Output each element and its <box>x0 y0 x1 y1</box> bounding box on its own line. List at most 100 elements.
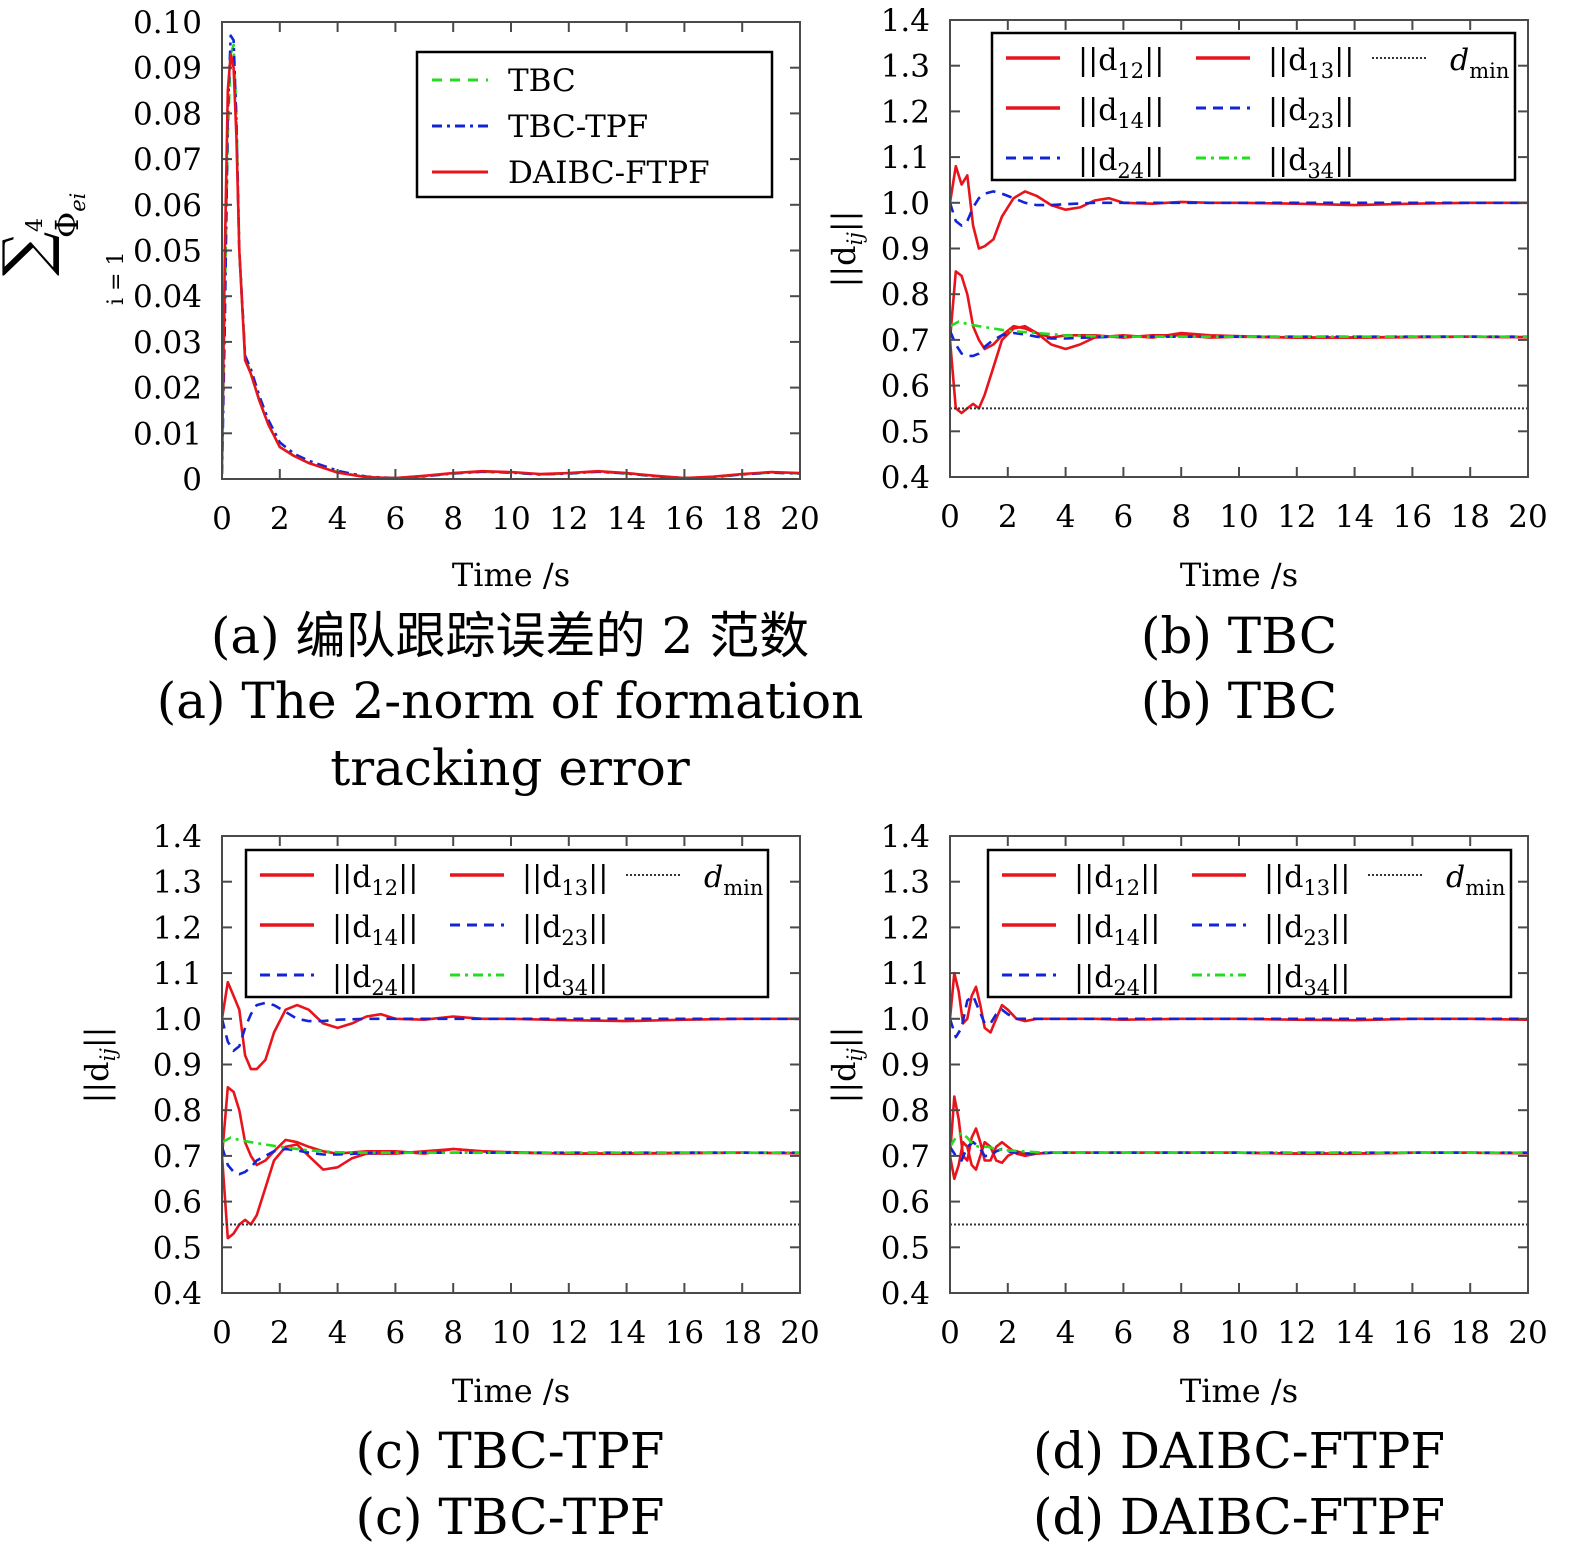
panel-a-caption-en-1: (a) The 2-norm of formation <box>157 672 864 730</box>
legend-label-sub-d-5: 24 <box>1113 976 1140 1000</box>
x-tick-label-a-2: 4 <box>328 501 348 537</box>
legend-label-post-b-4: || <box>1334 93 1354 128</box>
panel-a: 0 2 4 6 8 10 12 14 16 18 20 0 0.01 0.02 0.03 0.04 0.05 0.… <box>0 5 863 797</box>
legend-label-post-c-1: || <box>588 860 608 895</box>
y-tick-label-b-3: 0.7 <box>881 323 930 359</box>
y-tick-label-a-10: 0.10 <box>133 5 202 41</box>
panel-d-series <box>950 971 1528 1226</box>
panel-c-ticks: 0 2 4 6 8 10 12 14 16 18 200.40.50.60.70.80.91.01.… <box>153 819 820 1351</box>
legend-label-sub-c-0: 12 <box>371 876 398 900</box>
y-tick-label-c-4: 0.8 <box>153 1093 202 1129</box>
legend-label-sub-b-5: 24 <box>1117 159 1144 183</box>
legend-label-c-0: ||d12|| <box>332 860 418 900</box>
series-line-d-4 <box>950 1140 1528 1162</box>
legend-label-pre-c-3: ||d <box>332 910 371 945</box>
y-tick-label-d-9: 1.3 <box>881 865 930 901</box>
legend-label-d-2: dmin <box>1446 860 1505 900</box>
legend-label-post-d-5: || <box>1140 960 1160 995</box>
panel-d: 0 2 4 6 8 10 12 14 16 18 200.40.50.60.70.80.91.01.… <box>825 819 1548 1546</box>
legend-label-post-c-3: || <box>398 910 418 945</box>
y-tick-label-b-8: 1.2 <box>881 94 930 130</box>
legend-label-b-2: dmin <box>1450 43 1509 83</box>
x-tick-label-c-9: 18 <box>722 1315 761 1351</box>
panel-c-series <box>222 980 800 1240</box>
legend-label-d-6: ||d34|| <box>1264 960 1350 1000</box>
panel-a-legend-label-tbctpf: TBC-TPF <box>508 109 648 145</box>
x-tick-label-a-1: 2 <box>270 501 290 537</box>
panel-b-series <box>950 164 1528 415</box>
panel-a-ticks: 0 2 4 6 8 10 12 14 16 18 20 0 0.01 0.02 0.03 0.04 0.05 0.… <box>133 5 820 537</box>
legend-label-post-c-4: || <box>588 910 608 945</box>
x-tick-label-d-9: 18 <box>1450 1315 1489 1351</box>
legend-box-b <box>990 31 1517 182</box>
legend-label-post-d-3: || <box>1140 910 1160 945</box>
panel-a-ylabel-bottom: i = 1 <box>104 252 129 305</box>
panel-a-ylabel-phi: Φei <box>48 193 90 238</box>
y-tick-label-a-8: 0.08 <box>133 96 202 132</box>
x-tick-label-a-10: 20 <box>780 501 819 537</box>
y-tick-label-a-2: 0.02 <box>133 371 202 407</box>
x-tick-label-c-5: 10 <box>491 1315 530 1351</box>
y-tick-label-d-4: 0.8 <box>881 1093 930 1129</box>
y-tick-label-b-1: 0.5 <box>881 414 930 450</box>
x-tick-label-a-4: 8 <box>443 501 463 537</box>
panel-d-ticks: 0 2 4 6 8 10 12 14 16 18 200.40.50.60.70.80.91.01.… <box>881 819 1548 1351</box>
legend-label-c-5: ||d24|| <box>332 960 418 1000</box>
y-tick-label-d-10: 1.4 <box>881 819 930 855</box>
legend-label-sub-c-4: 23 <box>561 926 588 950</box>
x-tick-label-a-6: 12 <box>549 501 588 537</box>
panel-c-ylabel-end: || <box>78 1027 116 1049</box>
legend-label-sub-c-5: 24 <box>371 976 398 1000</box>
legend-label-pre-b-6: ||d <box>1268 143 1307 178</box>
x-tick-label-a-9: 18 <box>722 501 761 537</box>
y-tick-label-c-6: 1.0 <box>153 1002 202 1038</box>
x-tick-label-d-3: 6 <box>1114 1315 1134 1351</box>
x-tick-label-b-6: 12 <box>1277 499 1316 535</box>
series-line-b-2 <box>950 324 1528 415</box>
panel-d-legend: ||d12|| ||d13|| dmin||d14|| ||d23||||d24|| |… <box>986 848 1513 1000</box>
legend-label-c-2: dmin <box>704 860 763 900</box>
x-tick-label-c-3: 6 <box>386 1315 406 1351</box>
x-tick-label-c-8: 16 <box>665 1315 704 1351</box>
legend-label-pre-d-1: ||d <box>1264 860 1303 895</box>
y-tick-label-a-4: 0.04 <box>133 279 202 315</box>
panel-c: 0 2 4 6 8 10 12 14 16 18 200.40.50.60.70.80.91.01.… <box>78 819 820 1546</box>
y-tick-label-c-8: 1.2 <box>153 910 202 946</box>
panel-b-ylabel-pre: ||d <box>825 245 863 287</box>
x-tick-label-d-2: 4 <box>1056 1315 1076 1351</box>
legend-label-sub-c-1: 13 <box>561 876 588 900</box>
x-tick-label-a-5: 10 <box>491 501 530 537</box>
y-tick-label-d-0: 0.4 <box>881 1276 930 1312</box>
y-tick-label-d-6: 1.0 <box>881 1002 930 1038</box>
x-tick-label-c-2: 4 <box>328 1315 348 1351</box>
panel-b-xlabel: Time /s <box>1180 556 1298 594</box>
legend-label-post-b-3: || <box>1144 93 1164 128</box>
panel-a-series <box>222 34 800 479</box>
y-tick-label-d-7: 1.1 <box>881 956 930 992</box>
legend-label-d-0: ||d12|| <box>1074 860 1160 900</box>
panel-d-ylabel-end: || <box>825 1027 863 1049</box>
legend-label-post-b-0: || <box>1144 43 1164 78</box>
panel-d-xlabel: Time /s <box>1180 1372 1298 1410</box>
x-tick-label-a-8: 16 <box>665 501 704 537</box>
legend-label-pre-d-4: ||d <box>1264 910 1303 945</box>
legend-label-b-6: ||d34|| <box>1268 143 1354 183</box>
panel-b: 0 2 4 6 8 10 12 14 16 18 200.40.50.60.70.80.91.01.… <box>825 3 1548 730</box>
legend-label-c-1: ||d13|| <box>522 860 608 900</box>
y-tick-label-d-2: 0.6 <box>881 1185 930 1221</box>
series-line-c-4 <box>222 1146 800 1176</box>
legend-label-b-1: ||d13|| <box>1268 43 1354 83</box>
legend-label-pre-b-4: ||d <box>1268 93 1307 128</box>
legend-label-pre-c-5: ||d <box>332 960 371 995</box>
series-line-d-5 <box>950 1131 1528 1154</box>
legend-label-sub-b-1: 13 <box>1307 59 1334 83</box>
legend-label-sub-d-4: 23 <box>1303 926 1330 950</box>
legend-label-pre-c-0: ||d <box>332 860 371 895</box>
panel-c-xlabel: Time /s <box>452 1372 570 1410</box>
panel-c-ylabel-sub: ij <box>96 1048 120 1062</box>
y-tick-label-c-3: 0.7 <box>153 1139 202 1175</box>
y-tick-label-a-1: 0.01 <box>133 416 202 452</box>
y-tick-label-a-5: 0.05 <box>133 234 202 270</box>
x-tick-label-b-2: 4 <box>1056 499 1076 535</box>
